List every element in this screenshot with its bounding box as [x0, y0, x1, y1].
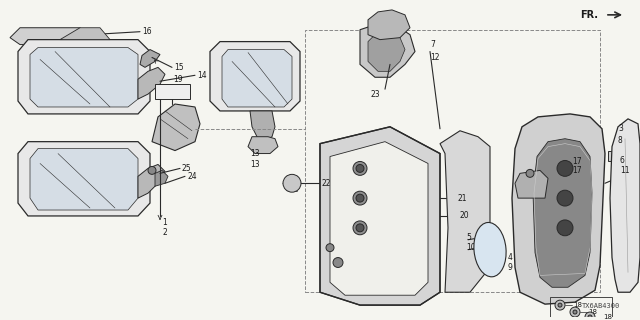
Circle shape [326, 244, 334, 252]
Polygon shape [533, 139, 592, 287]
Text: FR.: FR. [580, 10, 598, 20]
Text: 17: 17 [572, 157, 582, 166]
Text: 15: 15 [174, 63, 184, 72]
Circle shape [557, 190, 573, 206]
Polygon shape [155, 170, 168, 186]
Text: 25: 25 [182, 164, 191, 173]
Bar [550, 297, 612, 320]
Text: 11: 11 [620, 166, 630, 175]
Polygon shape [30, 148, 138, 210]
Circle shape [353, 191, 367, 205]
Circle shape [356, 194, 364, 202]
Circle shape [557, 220, 573, 236]
Polygon shape [610, 119, 640, 292]
Text: 2: 2 [163, 228, 168, 237]
Circle shape [526, 169, 534, 177]
Text: 12: 12 [430, 53, 440, 62]
Circle shape [356, 164, 364, 172]
Circle shape [573, 310, 577, 314]
Bar [305, 30, 600, 292]
Text: 1: 1 [163, 218, 168, 228]
Text: 13: 13 [250, 149, 260, 158]
Polygon shape [30, 48, 138, 107]
Text: 5: 5 [466, 233, 471, 242]
Text: 10: 10 [466, 243, 476, 252]
Text: 18: 18 [588, 309, 597, 315]
Polygon shape [138, 68, 165, 99]
Polygon shape [330, 142, 428, 295]
Polygon shape [512, 114, 605, 304]
Text: 13: 13 [250, 161, 260, 170]
Polygon shape [250, 111, 275, 141]
Circle shape [283, 174, 301, 192]
Polygon shape [368, 32, 405, 71]
Polygon shape [222, 50, 292, 107]
Text: 3: 3 [618, 124, 623, 133]
Polygon shape [248, 137, 278, 154]
Ellipse shape [474, 222, 506, 277]
Circle shape [585, 312, 595, 320]
Circle shape [570, 307, 580, 317]
Polygon shape [138, 164, 165, 198]
Polygon shape [60, 28, 110, 40]
Text: 7: 7 [430, 40, 435, 49]
Text: 23: 23 [370, 90, 380, 99]
Polygon shape [10, 28, 90, 44]
Polygon shape [515, 170, 548, 198]
Polygon shape [368, 10, 410, 40]
Circle shape [555, 300, 565, 310]
Circle shape [356, 224, 364, 232]
Polygon shape [210, 42, 300, 111]
Text: 20: 20 [460, 212, 470, 220]
Circle shape [558, 303, 562, 307]
Polygon shape [608, 151, 622, 162]
Text: 18: 18 [573, 302, 582, 308]
Circle shape [557, 161, 573, 176]
Text: 14: 14 [197, 71, 207, 80]
Circle shape [148, 166, 156, 174]
Polygon shape [152, 104, 200, 151]
Text: 17: 17 [572, 166, 582, 175]
Text: 24: 24 [187, 172, 196, 181]
Circle shape [333, 258, 343, 268]
Text: 22: 22 [322, 179, 332, 188]
Polygon shape [440, 131, 490, 292]
Text: 6: 6 [620, 156, 625, 165]
Text: 16: 16 [142, 27, 152, 36]
Text: 18: 18 [603, 314, 612, 320]
Polygon shape [155, 84, 190, 99]
Polygon shape [18, 40, 150, 114]
Circle shape [353, 221, 367, 235]
Text: 19: 19 [173, 75, 182, 84]
Polygon shape [140, 50, 160, 68]
Text: TX6AB4300: TX6AB4300 [582, 303, 620, 309]
Text: 4: 4 [508, 253, 513, 262]
Circle shape [353, 162, 367, 175]
Text: 8: 8 [618, 136, 623, 145]
Polygon shape [320, 127, 440, 305]
Text: 9: 9 [508, 263, 513, 272]
Polygon shape [360, 25, 415, 77]
Text: 21: 21 [457, 194, 467, 203]
Polygon shape [18, 142, 150, 216]
Circle shape [588, 315, 592, 319]
